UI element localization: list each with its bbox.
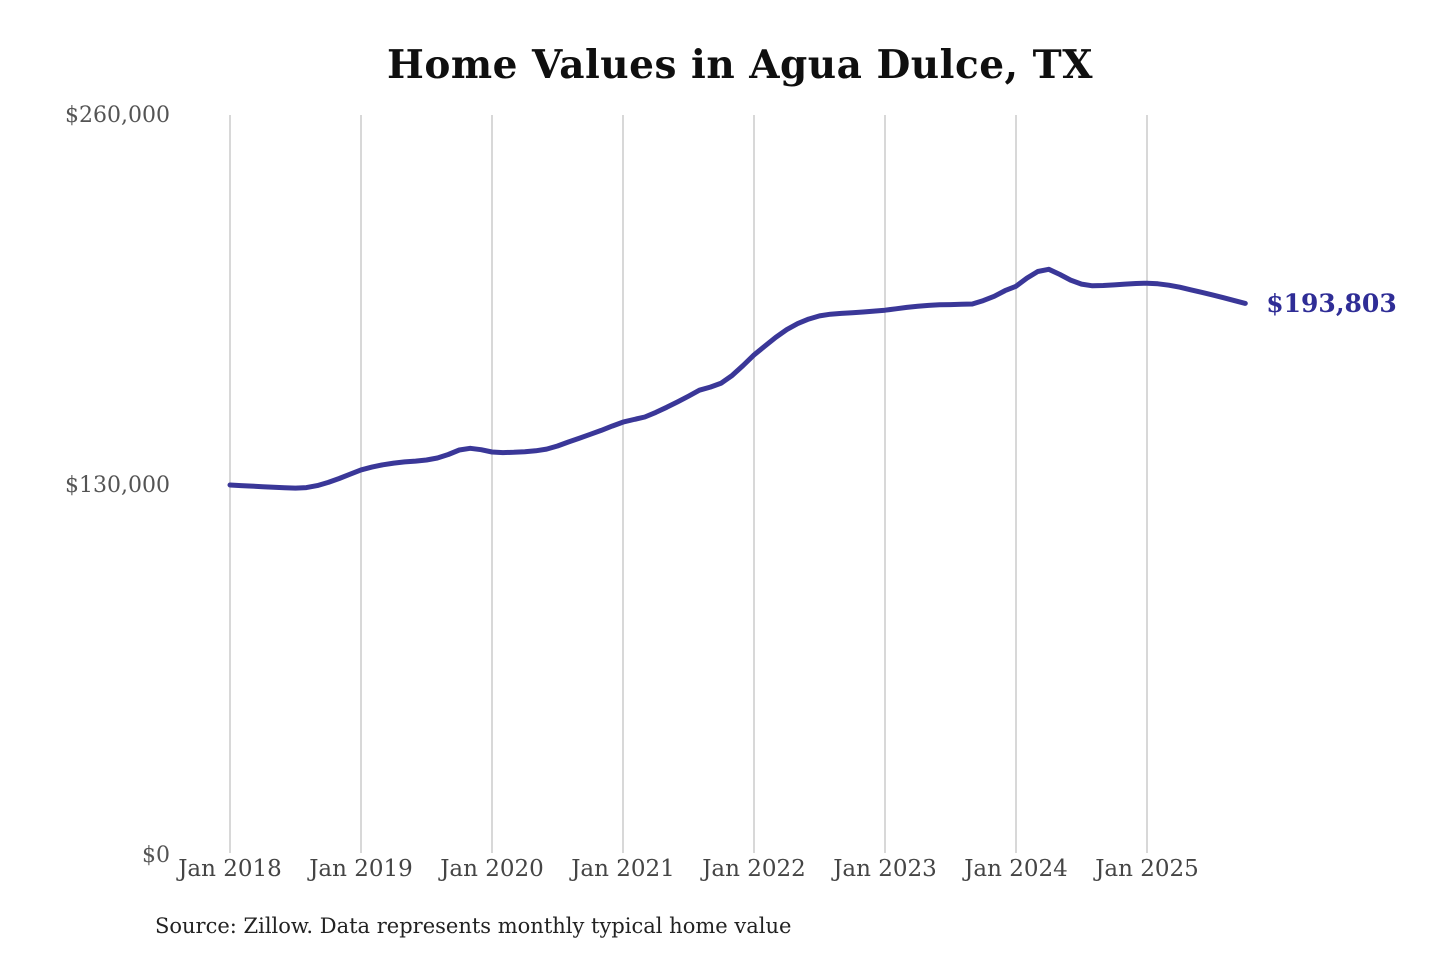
series-line <box>227 266 1248 491</box>
y-tick-260000: $260,000 <box>65 103 170 128</box>
gridlines <box>229 115 1148 853</box>
x-tick-jan-2021: Jan 2021 <box>571 856 675 882</box>
source-note: Source: Zillow. Data represents monthly … <box>155 914 792 938</box>
x-tick-jan-2019: Jan 2019 <box>309 856 413 882</box>
y-tick-130000: $130,000 <box>65 473 170 498</box>
y-tick-0: $0 <box>142 843 170 868</box>
x-tick-jan-2022: Jan 2022 <box>702 856 806 882</box>
x-tick-jan-2025: Jan 2025 <box>1095 856 1199 882</box>
x-tick-jan-2018: Jan 2018 <box>178 856 282 882</box>
x-tick-jan-2020: Jan 2020 <box>440 856 544 882</box>
x-tick-jan-2023: Jan 2023 <box>833 856 937 882</box>
current-value-label: $193,803 <box>1266 289 1397 319</box>
x-tick-jan-2024: Jan 2024 <box>964 856 1068 882</box>
chart-title: Home Values in Agua Dulce, TX <box>387 42 1093 88</box>
